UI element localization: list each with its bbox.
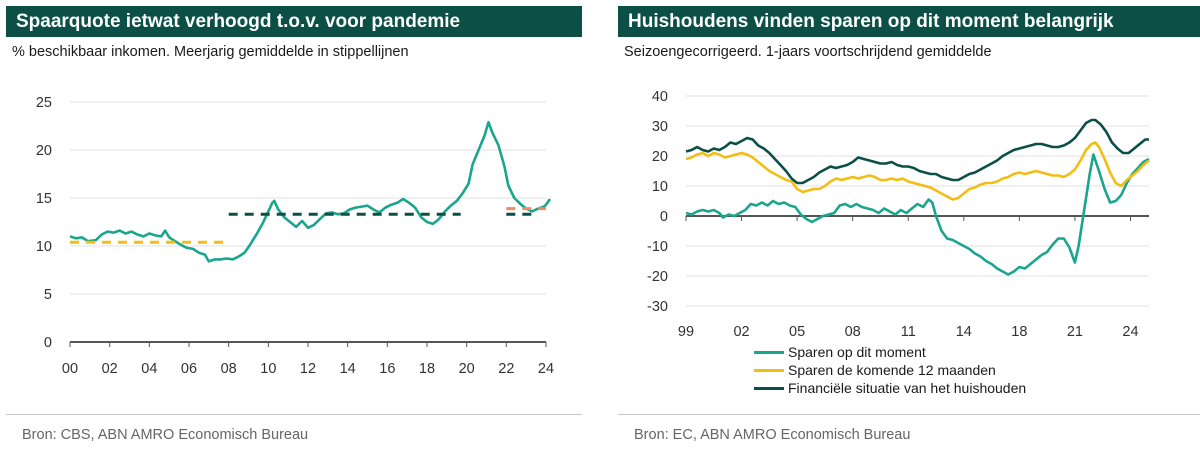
y-tick-label: -20	[647, 269, 668, 285]
legend-swatch	[754, 386, 784, 390]
y-tick-label: 40	[652, 89, 668, 105]
legend-label: Sparen op dit moment	[788, 344, 926, 360]
left-chart-panel: Spaarquote ietwat verhoogd t.o.v. voor p…	[0, 0, 590, 450]
legend-item: Sparen de komende 12 maanden	[754, 361, 1026, 379]
source-note: Bron: CBS, ABN AMRO Economisch Bureau	[22, 427, 309, 443]
x-tick-label: 06	[181, 361, 197, 377]
y-tick-label: 0	[660, 209, 668, 225]
y-tick-label: -30	[647, 299, 668, 315]
legend-item: Sparen op dit moment	[754, 343, 1026, 361]
legend-label: Sparen de komende 12 maanden	[788, 362, 996, 378]
chart-subtitle: % beschikbaar inkomen. Meerjarig gemidde…	[12, 44, 409, 60]
y-tick-label: 30	[652, 119, 668, 135]
divider	[6, 414, 582, 415]
y-tick-label: 10	[36, 239, 52, 255]
y-tick-label: 15	[36, 191, 52, 207]
x-tick-label: 24	[538, 361, 554, 377]
source-note: Bron: EC, ABN AMRO Economisch Bureau	[634, 427, 911, 443]
y-tick-label: 10	[652, 179, 668, 195]
divider	[618, 414, 1200, 415]
x-tick-label: 08	[221, 361, 237, 377]
x-tick-label: 14	[956, 324, 972, 340]
y-tick-label: 5	[44, 287, 52, 303]
legend-item: Financiële situatie van het huishouden	[754, 379, 1026, 397]
x-tick-label: 16	[379, 361, 395, 377]
series-line	[69, 120, 552, 263]
chart-subtitle: Seizoengecorrigeerd. 1-jaars voortschrij…	[624, 44, 992, 60]
savings-rate-chart: 0 5 10 15 20 25 00 02 04 06 08 10 12 14 16 18 20 22 24	[36, 95, 554, 377]
x-tick-label: 18	[1011, 324, 1027, 340]
chart-title: Huishoudens vinden sparen op dit moment …	[618, 6, 1200, 37]
legend-swatch	[754, 368, 784, 372]
x-tick-label: 02	[733, 324, 749, 340]
x-tick-label: 24	[1122, 324, 1138, 340]
x-tick-label: 11	[901, 324, 916, 340]
x-tick-label: 20	[459, 361, 475, 377]
series-line	[685, 141, 1150, 201]
x-tick-label: 99	[678, 324, 694, 340]
y-tick-label: 0	[44, 335, 52, 351]
x-tick-label: 08	[845, 324, 861, 340]
y-tick-label: 25	[36, 95, 52, 111]
y-tick-label: 20	[652, 149, 668, 165]
legend-swatch	[754, 350, 784, 354]
x-tick-label: 00	[62, 361, 78, 377]
x-tick-label: 14	[340, 361, 356, 377]
x-tick-label: 05	[789, 324, 805, 340]
x-tick-label: 22	[498, 361, 514, 377]
x-tick-label: 12	[300, 361, 316, 377]
legend-label: Financiële situatie van het huishouden	[788, 380, 1027, 396]
x-tick-label: 21	[1067, 324, 1083, 340]
chart-title: Spaarquote ietwat verhoogd t.o.v. voor p…	[6, 6, 582, 37]
series-line	[685, 118, 1149, 185]
x-tick-label: 18	[419, 361, 435, 377]
x-tick-label: 04	[141, 361, 157, 377]
x-tick-label: 10	[260, 361, 276, 377]
legend: Sparen op dit moment Sparen de komende 1…	[754, 343, 1026, 397]
right-chart-panel: Huishoudens vinden sparen op dit moment …	[612, 0, 1200, 450]
y-tick-label: -10	[647, 239, 668, 255]
household-savings-chart: -30 -20 -10 0 10 20 30 40 99 02 05 08 11 14 18 21 24	[647, 89, 1150, 340]
y-tick-label: 20	[36, 143, 52, 159]
x-tick-label: 02	[102, 361, 118, 377]
series-line	[685, 153, 1150, 276]
